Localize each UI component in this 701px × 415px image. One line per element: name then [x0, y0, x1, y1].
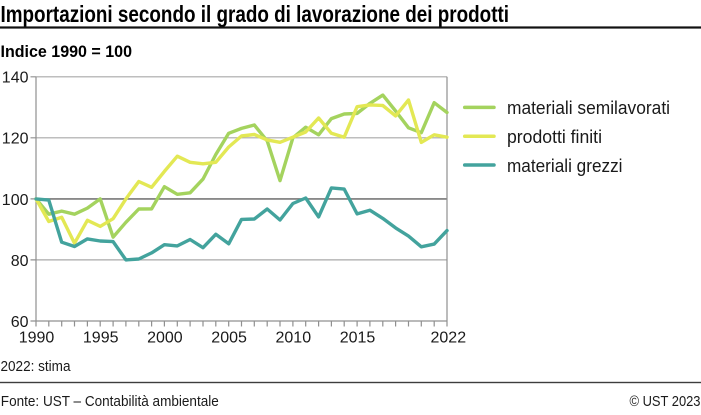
svg-text:prodotti finiti: prodotti finiti: [507, 126, 602, 147]
svg-text:2000: 2000: [147, 329, 183, 346]
svg-text:Indice 1990 = 100: Indice 1990 = 100: [1, 43, 133, 61]
svg-text:materiali grezzi: materiali grezzi: [507, 155, 623, 176]
svg-text:2005: 2005: [211, 329, 247, 346]
svg-text:2022: 2022: [431, 329, 467, 346]
svg-text:© UST 2023: © UST 2023: [630, 393, 701, 410]
svg-text:120: 120: [2, 131, 29, 148]
svg-text:60: 60: [11, 314, 29, 331]
svg-text:2010: 2010: [276, 329, 312, 346]
svg-text:materiali semilavorati: materiali semilavorati: [507, 97, 670, 118]
svg-text:2015: 2015: [340, 329, 376, 346]
svg-text:Fonte: UST – Contabilità ambie: Fonte: UST – Contabilità ambientale: [1, 393, 219, 410]
svg-text:140: 140: [2, 70, 29, 87]
svg-text:2022: stima: 2022: stima: [1, 359, 72, 375]
svg-text:80: 80: [11, 253, 29, 270]
svg-text:100: 100: [2, 192, 29, 209]
svg-text:Importazioni secondo il grado: Importazioni secondo il grado di lavoraz…: [1, 1, 510, 27]
svg-text:1995: 1995: [83, 329, 119, 346]
svg-text:1990: 1990: [19, 329, 55, 346]
